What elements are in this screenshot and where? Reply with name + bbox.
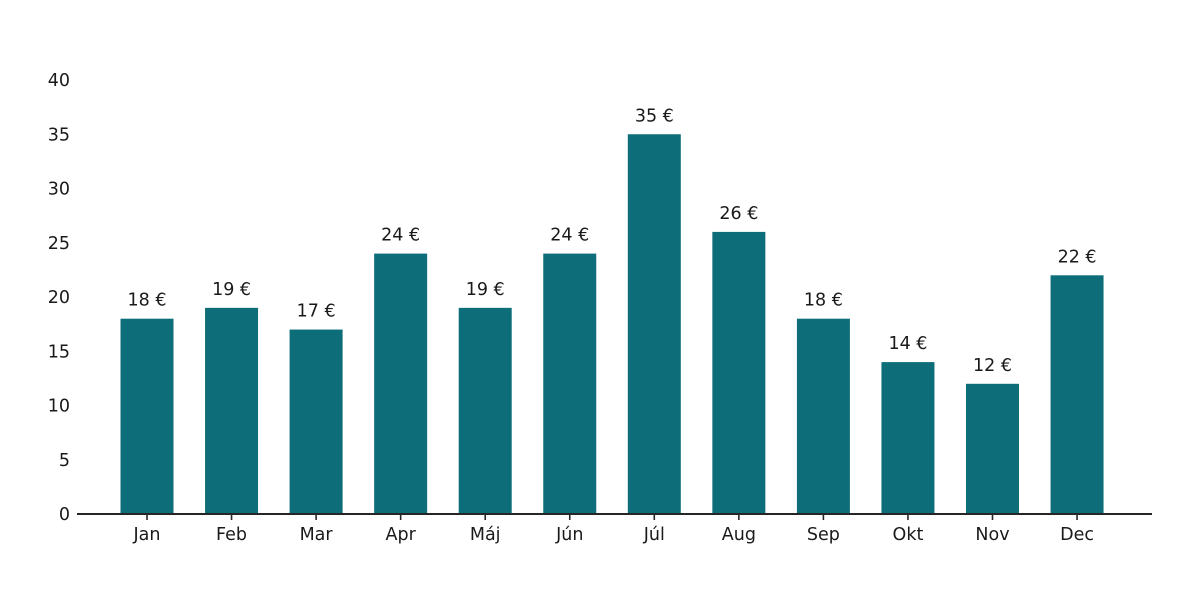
bar-value-label: 12 € (973, 356, 1012, 376)
bar-jún (543, 253, 597, 514)
y-tick-label: 30 (48, 180, 70, 200)
y-tick-label: 20 (48, 288, 70, 308)
bar-okt (881, 362, 935, 514)
x-tick-label: Apr (386, 525, 417, 545)
x-tick-label: Jún (555, 525, 583, 545)
bar-value-label: 14 € (888, 334, 927, 354)
bar-value-label: 18 € (804, 291, 843, 311)
x-tick-label: Máj (470, 525, 501, 545)
y-tick-label: 40 (48, 71, 70, 91)
y-tick-label: 10 (48, 397, 70, 417)
bar-sep (796, 318, 850, 514)
bar-aug (712, 231, 766, 514)
bar-value-label: 19 € (466, 280, 505, 300)
bar-value-label: 22 € (1058, 247, 1097, 267)
bar-máj (458, 307, 512, 514)
bar-nov (966, 383, 1019, 514)
x-tick-label: Okt (893, 525, 924, 545)
bar-value-label: 24 € (381, 226, 420, 246)
bar-value-label: 26 € (719, 204, 758, 224)
bar-mar (289, 329, 343, 514)
bar-júl (627, 134, 681, 514)
x-tick-label: Jan (133, 525, 161, 545)
bar-feb (205, 307, 259, 514)
y-tick-label: 0 (59, 505, 70, 525)
bar-value-label: 24 € (550, 226, 589, 246)
x-tick-label: Aug (722, 525, 756, 545)
bar-value-label: 18 € (128, 291, 167, 311)
x-tick-label: Feb (216, 525, 247, 545)
x-tick-label: Nov (975, 525, 1009, 545)
x-tick-label: Sep (807, 525, 840, 545)
bar-value-label: 19 € (212, 280, 251, 300)
x-tick-label: Dec (1060, 525, 1094, 545)
bar-dec (1050, 275, 1104, 514)
bar-value-label: 17 € (297, 302, 336, 322)
y-tick-label: 35 (48, 125, 70, 145)
y-tick-label: 25 (48, 234, 70, 254)
x-tick-label: Mar (300, 525, 334, 545)
bar-value-label: 35 € (635, 106, 674, 126)
y-tick-label: 15 (48, 342, 70, 362)
y-tick-label: 5 (59, 451, 70, 471)
x-tick-label: Júl (643, 525, 665, 545)
bar-apr (374, 253, 428, 514)
bar-jan (120, 318, 174, 514)
